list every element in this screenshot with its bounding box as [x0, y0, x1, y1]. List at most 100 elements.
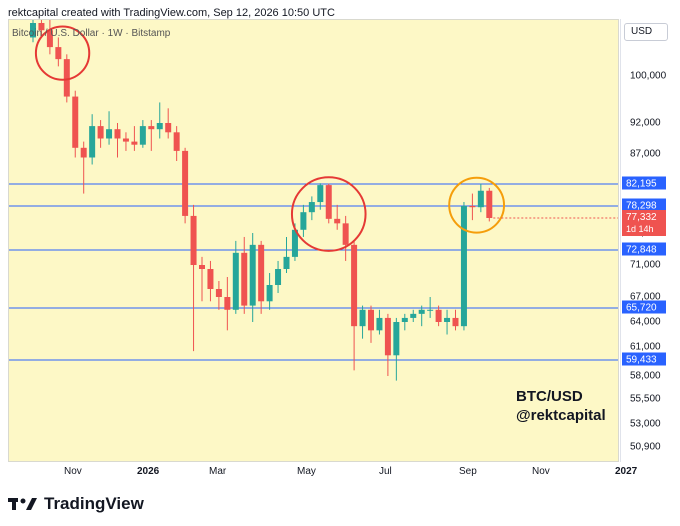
- x-axis: Nov 2026 Mar May Jul Sep Nov 2027: [64, 466, 638, 477]
- tradingview-brand[interactable]: TradingView: [8, 494, 144, 514]
- level-price-label: 65,720: [622, 300, 666, 314]
- candle-body: [275, 269, 282, 285]
- candle[interactable]: [80, 141, 87, 194]
- candle[interactable]: [106, 111, 113, 145]
- x-tick-label: Nov: [532, 466, 550, 477]
- candle[interactable]: [148, 120, 155, 151]
- candle-body: [173, 132, 180, 151]
- y-tick-label: 53,000: [630, 419, 661, 430]
- candle[interactable]: [131, 126, 138, 151]
- candle[interactable]: [300, 204, 307, 237]
- candle[interactable]: [427, 297, 434, 318]
- candle[interactable]: [249, 233, 256, 322]
- candle[interactable]: [190, 204, 197, 352]
- candle[interactable]: [401, 313, 408, 331]
- candle[interactable]: [72, 90, 79, 158]
- candle[interactable]: [410, 309, 417, 322]
- candle[interactable]: [477, 183, 484, 213]
- candle-body: [38, 23, 45, 31]
- candle-body: [249, 244, 256, 306]
- candle[interactable]: [114, 123, 121, 158]
- candle-body: [418, 309, 425, 314]
- candle[interactable]: [308, 196, 315, 221]
- y-tick-label: 100,000: [630, 71, 667, 82]
- currency-button[interactable]: USD: [624, 23, 668, 41]
- candle[interactable]: [317, 183, 324, 210]
- candle-body: [148, 126, 155, 130]
- candle[interactable]: [266, 273, 273, 310]
- x-tick-label: 2027: [615, 466, 638, 477]
- candle-body: [156, 123, 163, 130]
- y-tick-label: 61,000: [630, 342, 661, 353]
- time-scale[interactable]: Nov 2026 Mar May Jul Sep Nov 2027: [8, 462, 672, 482]
- price-scale[interactable]: 100,00092,00087,00083,00075,00071,00067,…: [620, 19, 672, 462]
- candle[interactable]: [368, 305, 374, 343]
- candle[interactable]: [173, 126, 180, 161]
- candle-body: [30, 23, 36, 38]
- candle[interactable]: [63, 54, 70, 103]
- candle[interactable]: [334, 204, 341, 230]
- candle[interactable]: [199, 256, 205, 302]
- y-tick-label: 87,000: [630, 149, 661, 160]
- candle-body: [300, 212, 307, 230]
- candle[interactable]: [122, 132, 129, 151]
- candle-body: [199, 265, 205, 269]
- y-axis: 100,00092,00087,00083,00075,00071,00067,…: [622, 71, 667, 453]
- candle[interactable]: [384, 313, 391, 376]
- bar-countdown: 1d 14h: [626, 224, 654, 234]
- candle[interactable]: [55, 37, 62, 67]
- candle-body: [342, 223, 349, 245]
- chart-plot-area[interactable]: [8, 19, 619, 462]
- candle[interactable]: [97, 120, 104, 148]
- candle[interactable]: [139, 120, 146, 148]
- candle[interactable]: [460, 202, 467, 331]
- candle[interactable]: [351, 240, 358, 371]
- candle-body: [460, 205, 467, 327]
- highlight-circle: [290, 176, 367, 252]
- candle[interactable]: [232, 240, 239, 314]
- candle-body: [72, 96, 79, 148]
- x-tick-label: Sep: [459, 466, 477, 477]
- candle[interactable]: [283, 236, 290, 273]
- candle[interactable]: [393, 317, 400, 381]
- candle[interactable]: [224, 277, 231, 331]
- candle[interactable]: [452, 309, 459, 331]
- candle[interactable]: [275, 260, 282, 293]
- candle[interactable]: [156, 102, 163, 139]
- candle-body: [114, 129, 121, 139]
- level-value: 82,195: [626, 179, 657, 190]
- candle[interactable]: [325, 183, 332, 224]
- y-tick-label: 58,000: [630, 371, 661, 382]
- candle[interactable]: [342, 215, 349, 261]
- candle-body: [106, 129, 113, 139]
- candle-body: [444, 317, 451, 322]
- x-tick-label: May: [297, 466, 316, 477]
- y-tick-label: 55,500: [630, 394, 661, 405]
- candle[interactable]: [359, 305, 366, 339]
- candle[interactable]: [165, 108, 172, 139]
- candle[interactable]: [258, 240, 265, 314]
- candlestick-chart[interactable]: [9, 20, 619, 462]
- candle[interactable]: [207, 260, 214, 302]
- candle-body: [80, 147, 87, 158]
- candle[interactable]: [215, 281, 222, 310]
- candle[interactable]: [469, 193, 476, 221]
- candle[interactable]: [376, 309, 383, 335]
- candle[interactable]: [182, 147, 189, 224]
- candle[interactable]: [435, 305, 442, 327]
- level-value: 72,848: [626, 245, 657, 256]
- candle[interactable]: [444, 309, 451, 335]
- current-price-value: 77,332: [626, 212, 657, 223]
- candle[interactable]: [30, 20, 36, 43]
- candle-body: [165, 123, 172, 133]
- candle[interactable]: [241, 236, 248, 314]
- candle[interactable]: [38, 20, 45, 38]
- candle[interactable]: [89, 114, 96, 165]
- candle[interactable]: [46, 20, 53, 55]
- candle[interactable]: [486, 187, 493, 222]
- x-tick-label: 2026: [137, 466, 160, 477]
- candle-body: [469, 205, 476, 208]
- candle-body: [401, 317, 408, 322]
- candle[interactable]: [418, 305, 425, 327]
